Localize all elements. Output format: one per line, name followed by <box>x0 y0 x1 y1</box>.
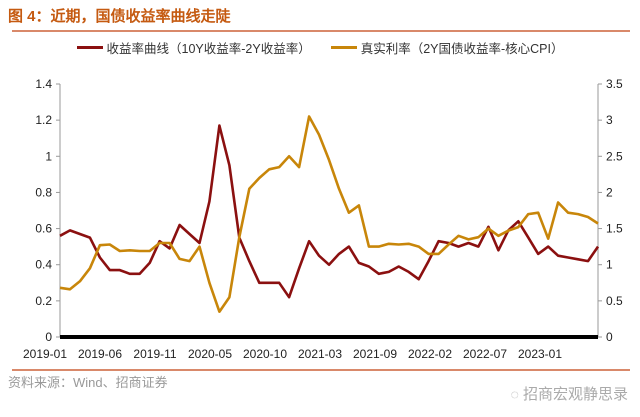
x-tick-label: 2022-07 <box>463 347 507 361</box>
series-yield-curve <box>59 124 600 299</box>
title-divider <box>12 30 630 32</box>
left-tick-label: 1.4 <box>35 77 52 91</box>
series-real-rate <box>59 115 599 314</box>
source-note: 资料来源：Wind、招商证券 <box>8 375 168 390</box>
right-tick-label: 1.5 <box>606 222 623 236</box>
right-tick-label: 0.5 <box>606 294 623 308</box>
legend-item-real-rate: 真实利率（2Y国债收益率-核心CPI） <box>330 38 564 57</box>
legend-swatch <box>330 46 357 49</box>
legend-item-yield-curve: 收益率曲线（10Y收益率-2Y收益率） <box>76 38 311 57</box>
source-divider <box>12 369 630 371</box>
left-tick-label: 0 <box>45 330 52 344</box>
x-tick-label: 2020-05 <box>188 347 232 361</box>
right-tick-label: 2 <box>606 185 613 199</box>
right-tick-label: 3.5 <box>606 77 623 91</box>
x-tick-label: 2020-10 <box>243 347 287 361</box>
left-tick-label: 0.4 <box>35 258 52 272</box>
watermark: ◌ 招商宏观静思录 <box>511 383 628 404</box>
x-tick-label: 2019-11 <box>133 347 176 361</box>
legend-label: 真实利率（2Y国债收益率-核心CPI） <box>360 42 564 56</box>
watermark-text: 招商宏观静思录 <box>522 386 628 403</box>
right-tick-label: 0 <box>606 330 613 344</box>
x-tick-label: 2022-02 <box>408 347 452 361</box>
x-tick-label: 2019-01 <box>23 347 67 361</box>
legend-swatch <box>76 46 103 49</box>
x-tick-label: 2021-09 <box>353 347 397 361</box>
x-tick-label: 2021-03 <box>298 347 342 361</box>
legend-label: 收益率曲线（10Y收益率-2Y收益率） <box>106 42 311 56</box>
left-tick-label: 0.2 <box>35 294 52 308</box>
x-tick-label: 2023-01 <box>518 347 562 361</box>
right-tick-label: 3 <box>606 113 613 127</box>
x-tick-label: 2019-06 <box>78 347 122 361</box>
left-tick-label: 1 <box>45 149 52 163</box>
left-tick-label: 0.8 <box>35 185 52 199</box>
figure-title: 图 4：近期，国债收益率曲线走陡 <box>8 8 231 25</box>
left-tick-label: 1.2 <box>35 113 52 127</box>
right-tick-label: 2.5 <box>606 149 623 163</box>
left-tick-label: 0.6 <box>35 222 52 236</box>
wechat-icon: ◌ <box>510 385 519 402</box>
legend: 收益率曲线（10Y收益率-2Y收益率） 真实利率（2Y国债收益率-核心CPI） <box>0 38 640 57</box>
right-tick-label: 1 <box>606 258 613 272</box>
